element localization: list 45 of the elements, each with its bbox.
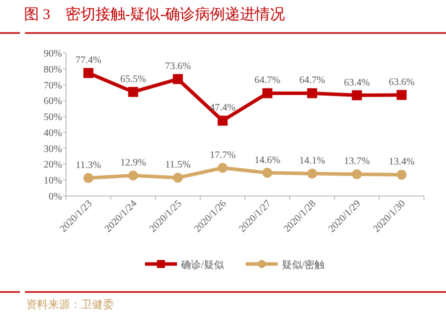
point xyxy=(218,116,228,126)
data-label: 63.4% xyxy=(344,77,370,88)
data-label: 12.9% xyxy=(120,158,146,169)
data-label: 13.7% xyxy=(344,156,370,168)
data-label: 11.3% xyxy=(76,160,102,172)
data-label: 17.7% xyxy=(210,150,236,161)
point xyxy=(307,88,318,98)
data-label: 13.4% xyxy=(388,156,415,168)
point xyxy=(128,170,138,181)
y-tick-label: 90% xyxy=(44,48,62,60)
y-tick-label: 40% xyxy=(44,128,62,139)
data-label: 11.5% xyxy=(165,160,191,171)
data-label: 64.7% xyxy=(299,75,326,86)
point xyxy=(352,169,362,180)
data-label: 73.6% xyxy=(164,61,191,72)
point xyxy=(83,68,94,78)
y-tick-label: 30% xyxy=(44,144,62,155)
point xyxy=(262,88,272,98)
y-tick-label: 80% xyxy=(44,64,62,76)
point xyxy=(352,90,362,100)
chart-title: 图 3 密切接触-疑似-确诊病例递进情况 xyxy=(24,6,286,23)
point xyxy=(396,90,407,100)
data-label: 14.1% xyxy=(299,156,326,167)
y-tick-label: 60% xyxy=(44,96,62,108)
y-tick-label: 20% xyxy=(44,160,62,171)
data-label: 65.5% xyxy=(120,74,146,85)
data-label: 77.4% xyxy=(75,55,102,66)
data-label: 64.7% xyxy=(254,75,280,86)
point xyxy=(172,74,183,84)
point xyxy=(218,162,228,173)
legend-label: 疑似/密触 xyxy=(282,259,325,271)
y-tick-label: 10% xyxy=(44,176,62,187)
point xyxy=(128,86,138,97)
y-tick-label: 0% xyxy=(48,192,62,202)
point xyxy=(307,168,318,179)
y-tick-label: 70% xyxy=(44,80,62,92)
data-label: 14.6% xyxy=(254,154,280,166)
y-tick-label: 50% xyxy=(44,112,62,124)
point xyxy=(172,172,183,183)
point xyxy=(396,170,407,180)
data-label: 63.6% xyxy=(388,76,415,88)
point xyxy=(83,173,94,184)
point xyxy=(262,168,272,178)
legend-label: 确诊/疑似 xyxy=(180,259,224,271)
text: 资料来源：卫健委 xyxy=(26,298,114,311)
